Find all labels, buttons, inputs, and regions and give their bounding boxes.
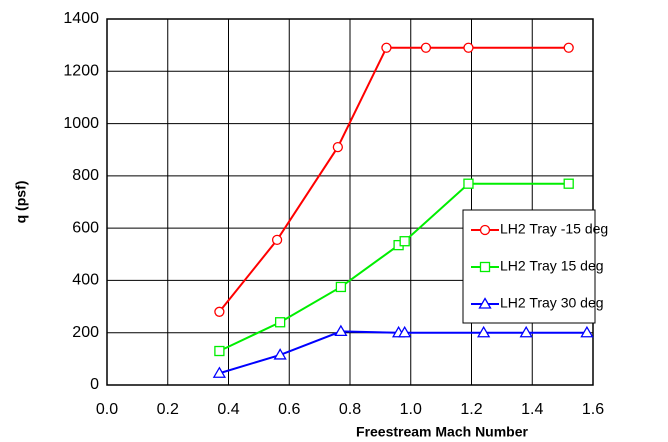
marker [214, 345, 225, 357]
legend-label: LH2 Tray 30 deg [500, 295, 604, 311]
marker [519, 325, 533, 338]
legend-marker [479, 261, 491, 273]
y-tick-label: 1400 [63, 10, 99, 27]
x-axis-title: Freestream Mach Number [356, 424, 529, 440]
marker [580, 325, 594, 338]
marker [274, 317, 286, 328]
legend-marker [479, 224, 491, 236]
marker [563, 42, 574, 53]
marker [463, 178, 474, 189]
y-tick-label: 800 [72, 167, 99, 184]
marker [463, 42, 474, 53]
marker [214, 306, 225, 317]
y-tick-label: 600 [72, 219, 99, 236]
y-axis-title: q (psf) [13, 181, 29, 224]
y-tick-label: 0 [90, 376, 99, 393]
y-tick-label: 1200 [63, 63, 99, 80]
x-tick-label: 0.4 [217, 401, 239, 418]
marker [335, 281, 347, 293]
x-tick-label: 0.2 [157, 401, 179, 418]
x-tick-label: 1.4 [521, 401, 543, 418]
legend-label: LH2 Tray 15 deg [500, 258, 604, 274]
marker [273, 348, 287, 360]
x-tick-label: 1.6 [582, 401, 604, 418]
x-tick-label: 0.0 [96, 401, 118, 418]
plot-border [106, 18, 594, 386]
y-tick-label: 200 [72, 324, 99, 341]
x-tick-label: 0.6 [278, 401, 300, 418]
marker [381, 42, 392, 53]
marker [477, 325, 491, 338]
marker [399, 236, 410, 247]
x-tick-label: 1.0 [400, 401, 422, 418]
x-tick-label: 0.8 [339, 401, 361, 418]
y-tick-label: 400 [72, 272, 99, 289]
marker [212, 366, 227, 378]
marker [420, 42, 432, 53]
marker [334, 324, 348, 337]
legend-marker [478, 297, 492, 309]
marker [398, 325, 412, 338]
marker [271, 234, 283, 246]
marker [563, 178, 574, 189]
x-tick-label: 1.2 [460, 401, 482, 418]
marker [332, 141, 344, 153]
legend-label: LH2 Tray -15 deg [500, 221, 608, 237]
y-tick-label: 1000 [63, 115, 99, 132]
